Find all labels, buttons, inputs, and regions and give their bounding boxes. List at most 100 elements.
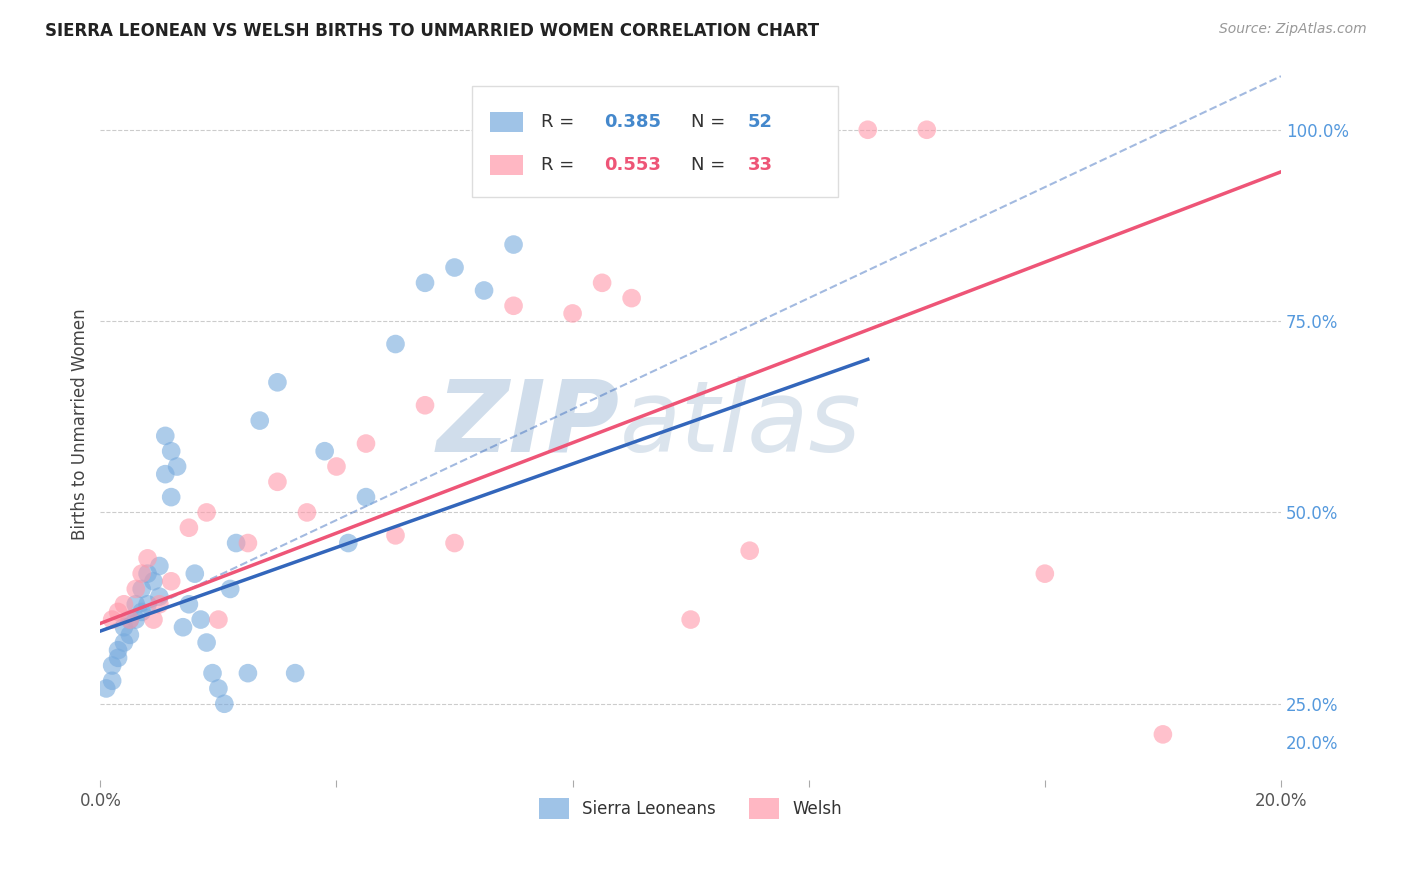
Point [768, 122, 790, 136]
Point [148, 597, 170, 611]
Point [112, 620, 135, 634]
Point [112, 635, 135, 649]
Point [101, 673, 124, 688]
Text: R =: R = [541, 113, 579, 131]
Point [219, 582, 242, 596]
FancyBboxPatch shape [489, 112, 523, 132]
Text: atlas: atlas [620, 376, 862, 473]
Point [148, 590, 170, 604]
Point [148, 559, 170, 574]
Point [786, 122, 808, 136]
Point [354, 436, 377, 450]
Text: 0.385: 0.385 [605, 113, 661, 131]
Text: Source: ZipAtlas.com: Source: ZipAtlas.com [1219, 22, 1367, 37]
Point [384, 528, 406, 542]
Point [131, 582, 153, 596]
Point [101, 613, 124, 627]
Point [295, 505, 318, 519]
Point [561, 122, 583, 136]
FancyBboxPatch shape [472, 87, 838, 196]
Point [142, 613, 165, 627]
Text: ZIP: ZIP [437, 376, 620, 473]
Point [797, 122, 820, 136]
Point [561, 306, 583, 320]
Point [337, 536, 360, 550]
Point [107, 650, 129, 665]
Point [184, 566, 207, 581]
Point [284, 666, 307, 681]
Point [155, 429, 177, 443]
Point [207, 613, 229, 627]
Point [125, 582, 148, 596]
Point [738, 543, 761, 558]
Point [96, 681, 118, 696]
Point [125, 613, 148, 627]
Point [354, 490, 377, 504]
Point [207, 681, 229, 696]
Point [856, 122, 879, 136]
Point [502, 299, 524, 313]
Point [118, 613, 141, 627]
Point [650, 122, 672, 136]
Point [136, 597, 159, 611]
Text: SIERRA LEONEAN VS WELSH BIRTHS TO UNMARRIED WOMEN CORRELATION CHART: SIERRA LEONEAN VS WELSH BIRTHS TO UNMARR… [45, 22, 820, 40]
Point [107, 643, 129, 657]
Point [384, 337, 406, 351]
Point [249, 414, 271, 428]
Point [195, 505, 218, 519]
Point [236, 536, 259, 550]
Point [155, 467, 177, 482]
Point [166, 459, 188, 474]
FancyBboxPatch shape [489, 154, 523, 175]
Point [797, 122, 820, 136]
Point [214, 697, 236, 711]
Point [136, 566, 159, 581]
Point [443, 536, 465, 550]
Point [591, 276, 613, 290]
Point [225, 536, 247, 550]
Point [112, 597, 135, 611]
Point [101, 658, 124, 673]
Text: N =: N = [690, 113, 731, 131]
Point [314, 444, 336, 458]
Point [266, 376, 288, 390]
Point [502, 237, 524, 252]
Point [195, 635, 218, 649]
Point [107, 605, 129, 619]
Text: R =: R = [541, 155, 579, 174]
Point [236, 666, 259, 681]
Point [413, 276, 436, 290]
Point [201, 666, 224, 681]
Point [266, 475, 288, 489]
Point [131, 566, 153, 581]
Point [177, 521, 200, 535]
Point [679, 613, 702, 627]
Point [160, 574, 183, 589]
Point [118, 628, 141, 642]
Point [160, 490, 183, 504]
Point [136, 551, 159, 566]
Text: 0.553: 0.553 [605, 155, 661, 174]
Text: 52: 52 [748, 113, 772, 131]
Point [620, 122, 643, 136]
Point [190, 613, 212, 627]
Point [172, 620, 194, 634]
Point [679, 122, 702, 136]
Point [131, 605, 153, 619]
Point [118, 613, 141, 627]
Text: 33: 33 [748, 155, 772, 174]
Point [325, 459, 347, 474]
Point [1033, 566, 1056, 581]
Point [472, 284, 495, 298]
Point [738, 122, 761, 136]
Point [177, 597, 200, 611]
Point [1152, 727, 1174, 741]
Point [620, 291, 643, 305]
Legend: Sierra Leoneans, Welsh: Sierra Leoneans, Welsh [533, 792, 849, 825]
Point [142, 574, 165, 589]
Point [160, 444, 183, 458]
Y-axis label: Births to Unmarried Women: Births to Unmarried Women [72, 309, 89, 541]
Point [915, 122, 938, 136]
Text: N =: N = [690, 155, 731, 174]
Point [443, 260, 465, 275]
